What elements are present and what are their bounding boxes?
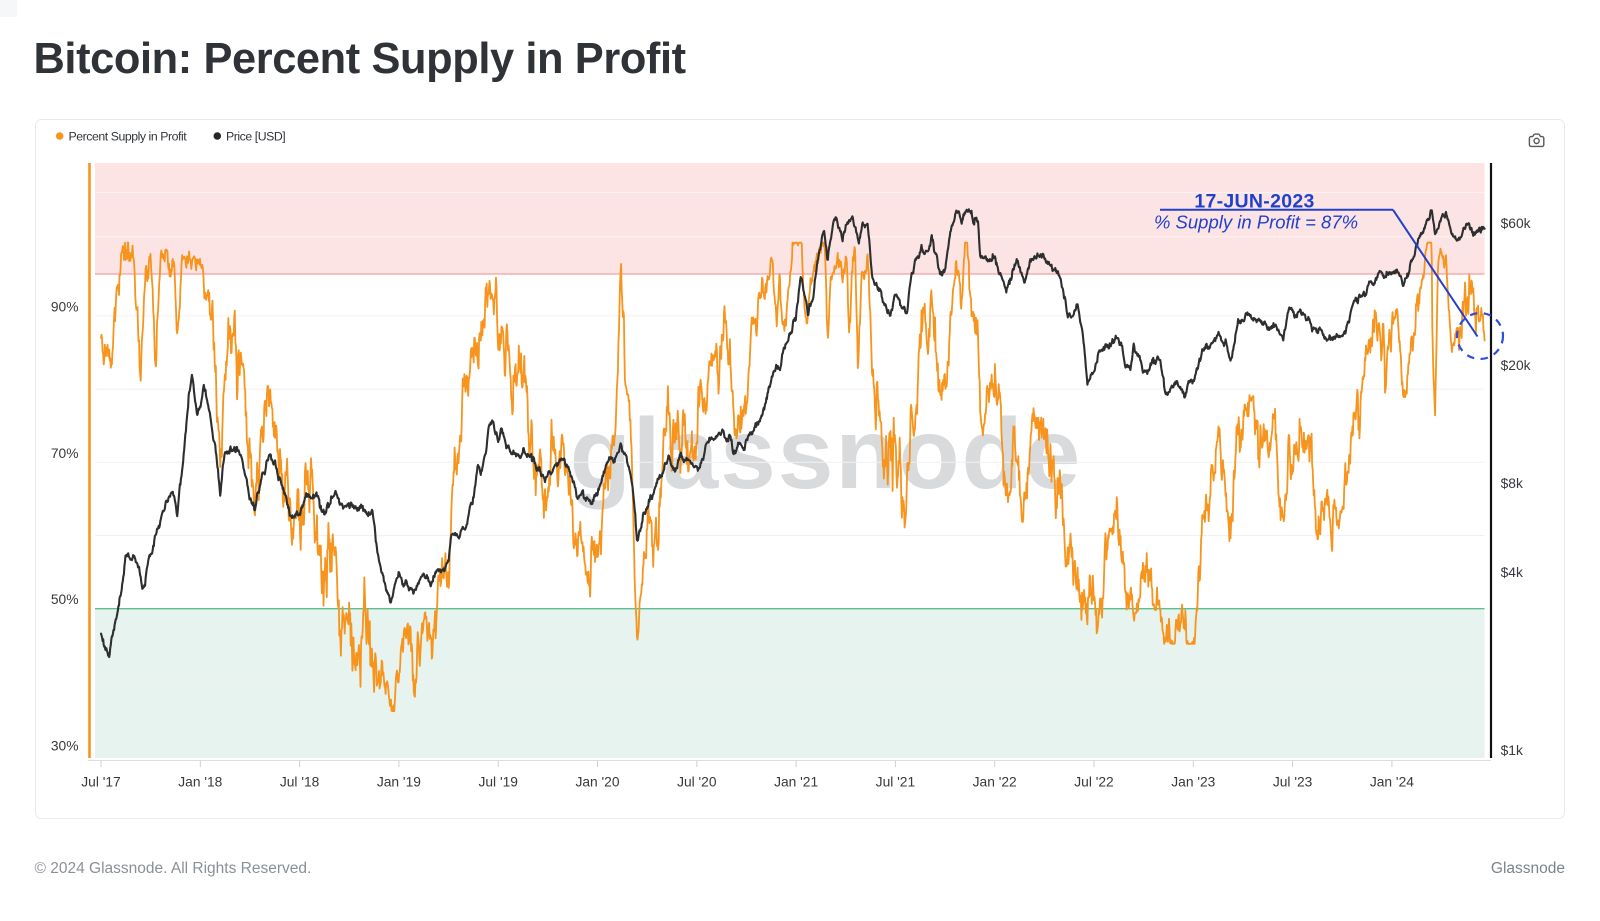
svg-text:Jan '24: Jan '24 [1370, 774, 1414, 789]
svg-text:Jan '19: Jan '19 [377, 774, 421, 789]
svg-text:© 2024 Glassnode. All Rights R: © 2024 Glassnode. All Rights Reserved. [35, 860, 312, 877]
svg-text:% Supply in Profit = 87%: % Supply in Profit = 87% [1154, 212, 1358, 233]
svg-text:$8k: $8k [1501, 476, 1523, 491]
svg-text:Jul '18: Jul '18 [280, 774, 320, 789]
svg-text:90%: 90% [51, 299, 79, 314]
svg-text:Jan '22: Jan '22 [973, 774, 1017, 789]
svg-text:Jul '20: Jul '20 [677, 774, 717, 789]
svg-text:$60k: $60k [1501, 216, 1531, 231]
svg-text:Jul '22: Jul '22 [1074, 774, 1113, 789]
svg-text:Bitcoin: Percent Supply in Pro: Bitcoin: Percent Supply in Profit [34, 35, 686, 83]
svg-text:Percent Supply in Profit: Percent Supply in Profit [69, 129, 188, 143]
svg-text:Jan '18: Jan '18 [178, 774, 222, 789]
svg-text:$4k: $4k [1501, 565, 1523, 580]
svg-text:$20k: $20k [1501, 358, 1531, 373]
svg-text:Jul '19: Jul '19 [478, 774, 518, 789]
svg-text:$1k: $1k [1501, 743, 1523, 758]
svg-text:Jul '21: Jul '21 [876, 774, 915, 789]
svg-text:Jan '23: Jan '23 [1171, 774, 1215, 789]
svg-text:Jan '21: Jan '21 [774, 774, 818, 789]
svg-text:Jul '17: Jul '17 [81, 774, 120, 789]
svg-text:Glassnode: Glassnode [1491, 860, 1565, 877]
svg-text:30%: 30% [51, 739, 79, 754]
svg-text:50%: 50% [51, 592, 79, 607]
svg-text:Price [USD]: Price [USD] [226, 129, 285, 143]
svg-text:Jul '23: Jul '23 [1273, 774, 1313, 789]
svg-text:70%: 70% [51, 446, 79, 461]
svg-text:Jan '20: Jan '20 [575, 774, 619, 789]
svg-text:17-JUN-2023: 17-JUN-2023 [1194, 191, 1314, 213]
